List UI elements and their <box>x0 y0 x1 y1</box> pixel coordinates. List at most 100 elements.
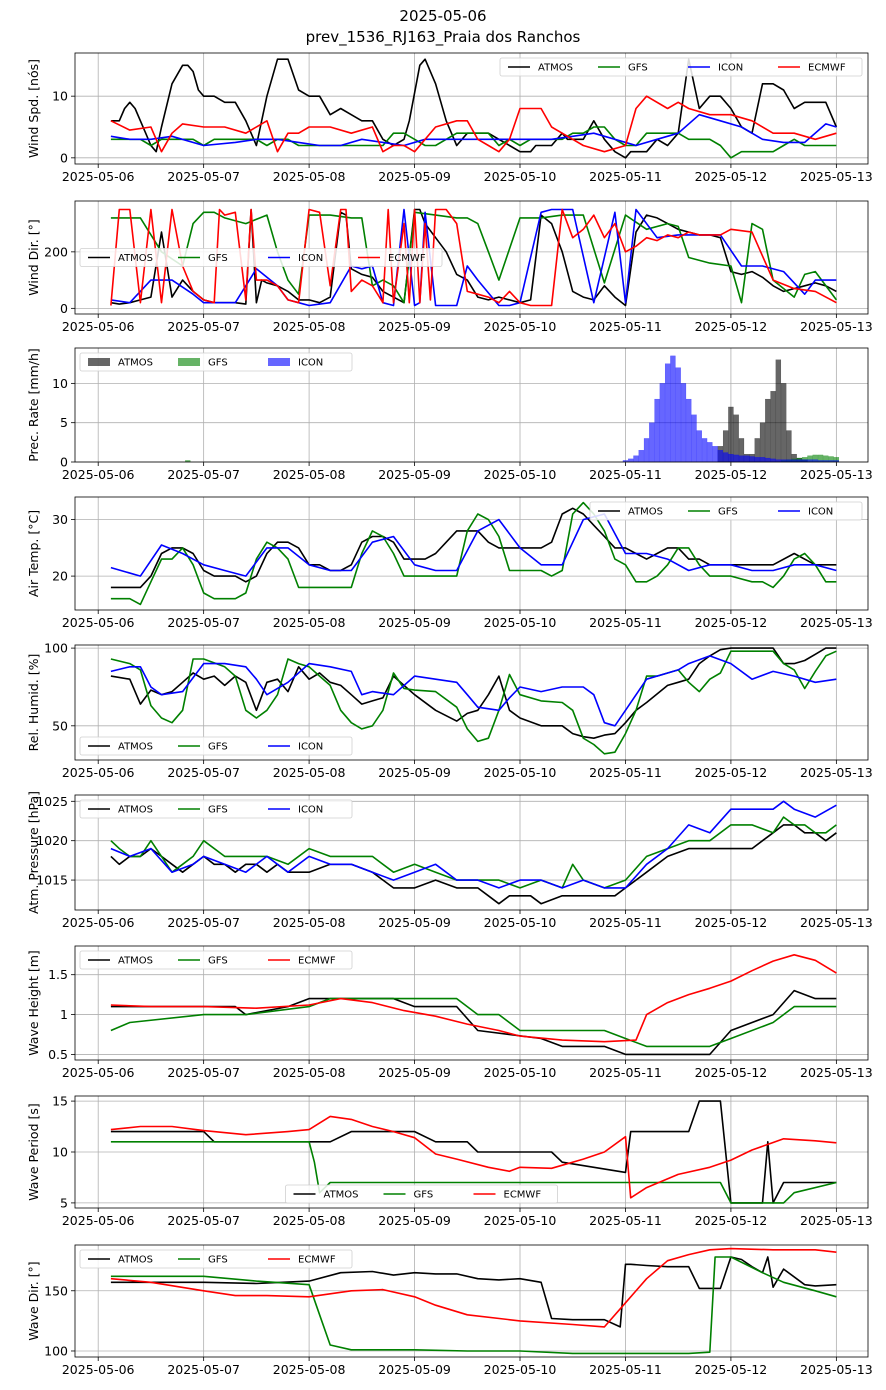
legend-label-atmos: ATMOS <box>538 63 573 74</box>
legend-label-gfs: GFS <box>208 805 228 816</box>
x-tick-label: 2025-05-12 <box>695 169 768 184</box>
legend-label-ecmwf: ECMWF <box>298 1255 336 1266</box>
series-line-icon <box>110 655 837 727</box>
x-tick-label: 2025-05-10 <box>484 169 557 184</box>
series-line-atmos <box>110 1100 837 1204</box>
x-tick-label: 2025-05-09 <box>378 1065 451 1080</box>
panel-3: 2025-05-06 2025-05-07 2025-05-08 2025-05-09… <box>26 347 873 482</box>
x-tick-label: 2025-05-11 <box>589 915 662 930</box>
x-tick-label: 2025-05-06 <box>62 915 135 930</box>
x-tick-label: 2025-05-11 <box>589 1213 662 1228</box>
x-tick-label: 2025-05-06 <box>62 319 135 334</box>
y-axis-label: Rel. Humid. [%] <box>26 654 41 752</box>
x-tick-label: 2025-05-10 <box>484 1213 557 1228</box>
y-tick-label: 1 <box>60 1007 68 1022</box>
legend-label-atmos: ATMOS <box>118 805 153 816</box>
legend: ATMOS GFS ECMWF <box>79 950 353 970</box>
legend-label-gfs: GFS <box>628 63 648 74</box>
y-tick-label: 0 <box>60 150 68 165</box>
legend: ATMOS GFS ICON <box>79 352 353 372</box>
x-tick-label: 2025-05-10 <box>484 615 557 630</box>
bar-icon <box>759 457 766 462</box>
bar-icon <box>749 456 755 462</box>
x-tick-label: 2025-05-07 <box>167 615 240 630</box>
y-tick-label: 1015 <box>36 873 68 888</box>
panel-6: 2025-05-06 2025-05-07 2025-05-08 2025-05-09… <box>26 791 873 930</box>
x-tick-label: 2025-05-12 <box>695 1213 768 1228</box>
bar-atmos <box>765 398 771 462</box>
bar-icon <box>643 438 650 462</box>
x-tick-label: 2025-05-08 <box>273 467 346 482</box>
bar-icon <box>675 367 681 462</box>
x-tick-label: 2025-05-10 <box>484 467 557 482</box>
x-tick-label: 2025-05-13 <box>800 915 873 930</box>
series-line-gfs <box>110 1141 837 1204</box>
legend-box <box>79 1249 353 1269</box>
legend-box <box>285 1184 558 1204</box>
bar-icon <box>754 457 760 462</box>
bar-icon <box>670 355 676 462</box>
x-tick-label: 2025-05-07 <box>167 1213 240 1228</box>
legend-swatch-gfs <box>178 358 200 366</box>
legend-label-atmos: ATMOS <box>118 358 153 369</box>
bar-icon <box>812 459 818 462</box>
bar-atmos <box>759 422 766 462</box>
bar-atmos <box>791 453 797 462</box>
axes-frame <box>74 200 869 315</box>
plot-area <box>110 1100 837 1204</box>
legend-box <box>499 57 863 77</box>
panel-9: 2025-05-06 2025-05-07 2025-05-08 2025-05-09… <box>26 1244 873 1377</box>
bar-icon <box>654 398 660 462</box>
bar-icon <box>712 446 718 462</box>
x-tick-label: 2025-05-12 <box>695 1362 768 1377</box>
panel-7: 2025-05-06 2025-05-07 2025-05-08 2025-05-09… <box>26 945 873 1080</box>
x-tick-label: 2025-05-08 <box>273 915 346 930</box>
legend: ATMOS GFS ECMWF <box>79 1249 353 1269</box>
bar-icon <box>707 442 713 462</box>
plot-area <box>110 953 837 1056</box>
legend-label-ecmwf: ECMWF <box>808 63 846 74</box>
bar-atmos <box>728 406 734 462</box>
axes-frame <box>74 794 869 911</box>
y-tick-label: 5 <box>60 1195 68 1210</box>
legend-label-gfs: GFS <box>208 253 228 264</box>
x-tick-label: 2025-05-12 <box>695 319 768 334</box>
x-tick-label: 2025-05-11 <box>589 467 662 482</box>
plot-area <box>110 501 837 606</box>
bar-icon <box>775 459 782 462</box>
bar-gfs <box>823 455 829 462</box>
legend-label-atmos: ATMOS <box>118 1255 153 1266</box>
legend-label-icon: ICON <box>298 805 323 816</box>
x-tick-label: 2025-05-08 <box>273 615 346 630</box>
legend-box <box>79 950 353 970</box>
bar-icon <box>728 453 734 462</box>
x-tick-label: 2025-05-09 <box>378 765 451 780</box>
x-tick-label: 2025-05-08 <box>273 1362 346 1377</box>
y-axis-label: Wave Period [s] <box>26 1103 41 1201</box>
legend-label-icon: ICON <box>298 358 323 369</box>
x-tick-label: 2025-05-13 <box>800 765 873 780</box>
bar-icon <box>744 455 750 462</box>
x-tick-label: 2025-05-13 <box>800 1065 873 1080</box>
figure-title: 2025-05-06 <box>399 7 487 25</box>
y-tick-label: 10 <box>52 1145 68 1160</box>
bar-icon <box>796 459 803 462</box>
x-tick-label: 2025-05-13 <box>800 1213 873 1228</box>
series-line-ecmwf <box>110 1247 837 1328</box>
bar-icon <box>633 455 639 462</box>
y-axis-label: Atm. Pressure [hPa] <box>26 791 41 914</box>
legend-label-gfs: GFS <box>208 742 228 753</box>
x-tick-label: 2025-05-07 <box>167 319 240 334</box>
axes-frame <box>74 347 869 463</box>
x-tick-label: 2025-05-13 <box>800 169 873 184</box>
legend-label-gfs: GFS <box>208 358 228 369</box>
x-tick-label: 2025-05-09 <box>378 467 451 482</box>
bar-icon <box>733 454 739 462</box>
y-tick-label: 5 <box>60 415 68 430</box>
x-tick-label: 2025-05-12 <box>695 615 768 630</box>
y-tick-label: 100 <box>44 641 68 656</box>
bar-icon <box>807 459 813 462</box>
bar-icon <box>686 398 692 462</box>
y-axis-label: Wave Dir. [°] <box>26 1261 41 1340</box>
y-axis-label: Wave Height [m] <box>26 950 41 1056</box>
